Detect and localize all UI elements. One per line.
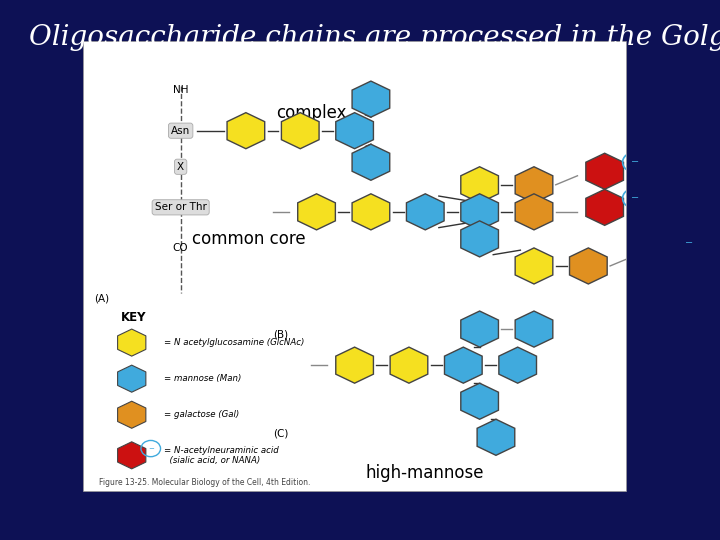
Text: CO: CO <box>173 243 189 253</box>
Polygon shape <box>352 144 390 180</box>
Text: Ser or Thr: Ser or Thr <box>155 202 207 212</box>
Polygon shape <box>390 347 428 383</box>
Polygon shape <box>515 194 553 230</box>
Text: Asn: Asn <box>171 126 190 136</box>
Text: Figure 13-25. Molecular Biology of the Cell, 4th Edition.: Figure 13-25. Molecular Biology of the C… <box>99 478 310 487</box>
Polygon shape <box>461 194 498 230</box>
Polygon shape <box>336 113 374 148</box>
Text: (C): (C) <box>273 428 289 438</box>
Text: common core: common core <box>192 230 305 248</box>
Polygon shape <box>117 329 146 356</box>
Polygon shape <box>444 347 482 383</box>
Polygon shape <box>117 442 146 469</box>
Polygon shape <box>227 113 265 148</box>
Text: X: X <box>177 162 184 172</box>
Text: KEY: KEY <box>121 311 146 324</box>
Text: = N-acetylneuraminic acid
  (sialic acid, or NANA): = N-acetylneuraminic acid (sialic acid, … <box>164 446 279 465</box>
FancyBboxPatch shape <box>83 40 626 491</box>
Text: −: − <box>148 446 153 451</box>
Text: NH: NH <box>173 85 189 95</box>
Polygon shape <box>461 383 498 419</box>
Polygon shape <box>406 194 444 230</box>
Polygon shape <box>586 153 624 190</box>
Text: = N acetylglucosamine (GlcNAc): = N acetylglucosamine (GlcNAc) <box>164 338 305 347</box>
Polygon shape <box>282 113 319 148</box>
Polygon shape <box>461 221 498 257</box>
Text: −: − <box>631 157 639 167</box>
Text: = mannose (Man): = mannose (Man) <box>164 374 242 383</box>
Text: (B): (B) <box>273 329 288 339</box>
Text: high-mannose: high-mannose <box>366 464 484 482</box>
Text: −: − <box>685 238 693 248</box>
Text: Oligosaccharide chains are processed in the Golgi: Oligosaccharide chains are processed in … <box>29 24 720 51</box>
Polygon shape <box>477 419 515 455</box>
Polygon shape <box>515 167 553 203</box>
Text: (A): (A) <box>94 293 109 303</box>
Polygon shape <box>640 234 678 271</box>
Polygon shape <box>499 347 536 383</box>
Polygon shape <box>461 167 498 203</box>
Polygon shape <box>117 365 146 392</box>
Polygon shape <box>515 248 553 284</box>
Polygon shape <box>117 401 146 428</box>
Polygon shape <box>352 194 390 230</box>
Polygon shape <box>586 190 624 225</box>
Polygon shape <box>570 248 607 284</box>
Polygon shape <box>297 194 336 230</box>
Polygon shape <box>461 311 498 347</box>
Polygon shape <box>336 347 374 383</box>
Text: = galactose (Gal): = galactose (Gal) <box>164 410 240 419</box>
Text: complex: complex <box>276 104 346 122</box>
Polygon shape <box>352 81 390 117</box>
Text: −: − <box>631 193 639 204</box>
Polygon shape <box>515 311 553 347</box>
